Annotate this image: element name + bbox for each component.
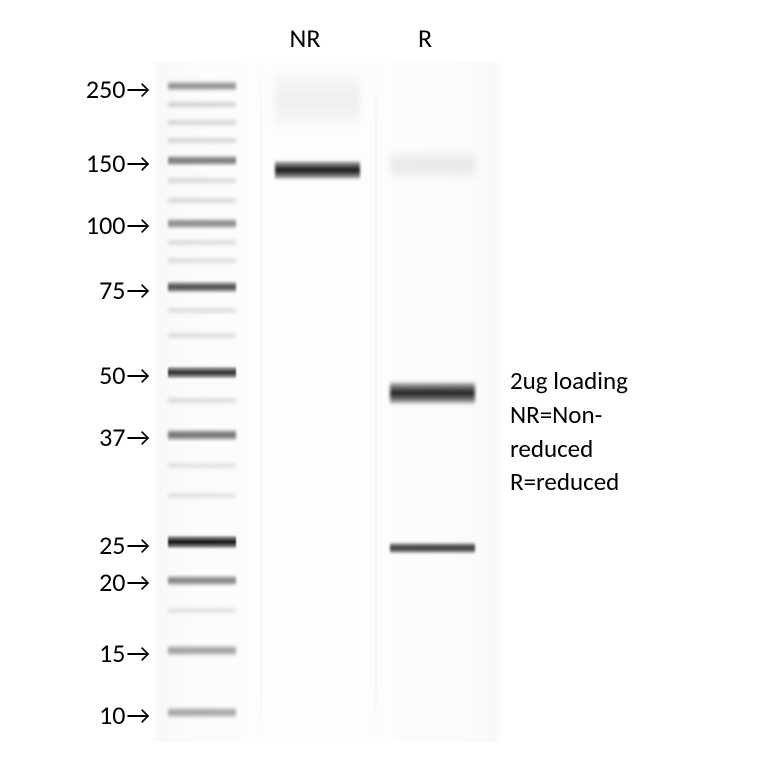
lane-header-nr: NR bbox=[275, 22, 335, 54]
nr-band-0 bbox=[275, 160, 360, 180]
annotation-line-4: R=reduced bbox=[510, 465, 628, 499]
arrow-right-icon: → bbox=[126, 566, 150, 598]
ladder-band-7 bbox=[168, 218, 236, 229]
marker-label-10: 10→ bbox=[99, 699, 150, 731]
ladder-band-2 bbox=[168, 119, 236, 126]
ladder-band-17 bbox=[168, 492, 236, 499]
ladder-band-22 bbox=[168, 707, 236, 718]
ladder-band-14 bbox=[168, 397, 236, 404]
marker-value: 75 bbox=[99, 274, 125, 306]
ladder-band-15 bbox=[168, 429, 236, 441]
marker-label-15: 15→ bbox=[99, 637, 150, 669]
lane-header-r-text: R bbox=[418, 22, 432, 54]
r-band-1 bbox=[390, 542, 475, 554]
r-band-0 bbox=[390, 381, 475, 405]
marker-value: 150 bbox=[86, 147, 126, 179]
marker-label-150: 150→ bbox=[86, 147, 150, 179]
arrow-right-icon: → bbox=[126, 359, 150, 391]
sds-page-gel-figure: NR R 250→150→100→75→50→37→25→20→15→10→ 2… bbox=[0, 0, 764, 764]
arrow-right-icon: → bbox=[126, 209, 150, 241]
ladder-band-12 bbox=[168, 332, 236, 339]
annotation-legend: 2ug loading NR=Non- reduced R=reduced bbox=[510, 364, 628, 499]
ladder-band-13 bbox=[168, 366, 236, 379]
marker-label-100: 100→ bbox=[86, 209, 150, 241]
marker-value: 10 bbox=[99, 699, 125, 731]
marker-value: 25 bbox=[99, 529, 125, 561]
ladder-band-8 bbox=[168, 239, 236, 246]
arrow-right-icon: → bbox=[126, 529, 150, 561]
ladder-band-4 bbox=[168, 155, 236, 166]
lane-divider-2 bbox=[375, 62, 377, 742]
ladder-band-19 bbox=[168, 575, 236, 586]
lane-header-r: R bbox=[405, 22, 445, 54]
arrow-right-icon: → bbox=[126, 421, 150, 453]
arrow-right-icon: → bbox=[126, 73, 150, 105]
arrow-right-icon: → bbox=[126, 274, 150, 306]
marker-value: 20 bbox=[99, 566, 125, 598]
annotation-line-3: reduced bbox=[510, 432, 628, 466]
ladder-band-20 bbox=[168, 607, 236, 614]
marker-label-250: 250→ bbox=[86, 73, 150, 105]
ladder-band-3 bbox=[168, 137, 236, 144]
ladder-band-9 bbox=[168, 257, 236, 264]
ladder-band-0 bbox=[168, 81, 236, 91]
ladder-band-5 bbox=[168, 177, 236, 184]
nr-smear bbox=[275, 70, 360, 130]
arrow-right-icon: → bbox=[126, 147, 150, 179]
arrow-right-icon: → bbox=[126, 699, 150, 731]
marker-label-25: 25→ bbox=[99, 529, 150, 561]
annotation-line-2: NR=Non- bbox=[510, 398, 628, 432]
marker-label-20: 20→ bbox=[99, 566, 150, 598]
marker-value: 37 bbox=[99, 421, 125, 453]
ladder-band-6 bbox=[168, 197, 236, 204]
ladder-band-16 bbox=[168, 462, 236, 469]
marker-value: 100 bbox=[86, 209, 126, 241]
marker-value: 15 bbox=[99, 637, 125, 669]
ladder-band-1 bbox=[168, 101, 236, 108]
lane-header-nr-text: NR bbox=[290, 22, 321, 54]
marker-label-37: 37→ bbox=[99, 421, 150, 453]
r-smear-top bbox=[390, 150, 475, 180]
lane-divider-1 bbox=[260, 62, 262, 742]
ladder-band-21 bbox=[168, 645, 236, 656]
marker-label-50: 50→ bbox=[99, 359, 150, 391]
ladder-band-11 bbox=[168, 307, 236, 314]
ladder-band-10 bbox=[168, 281, 236, 293]
marker-label-75: 75→ bbox=[99, 274, 150, 306]
ladder-band-18 bbox=[168, 535, 236, 549]
arrow-right-icon: → bbox=[126, 637, 150, 669]
marker-value: 250 bbox=[86, 73, 126, 105]
marker-value: 50 bbox=[99, 359, 125, 391]
annotation-line-1: 2ug loading bbox=[510, 364, 628, 398]
